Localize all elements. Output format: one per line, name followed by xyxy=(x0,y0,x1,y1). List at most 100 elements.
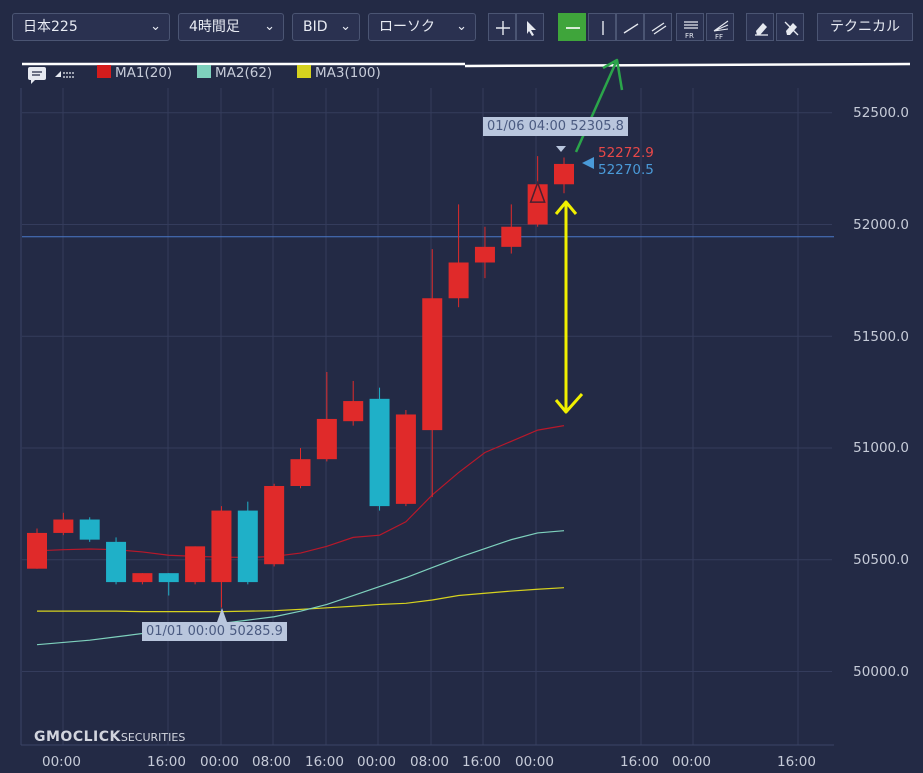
y-tick-label: 52500.0 xyxy=(853,105,909,121)
timeframe-select[interactable]: 4時間足 ⌄ xyxy=(178,13,284,41)
chart-toolbar: 日本225 ⌄ 4時間足 ⌄ BID ⌄ ローソク ⌄ FR FF テクニカル xyxy=(0,0,923,56)
eraser-tool-button[interactable] xyxy=(746,13,774,41)
candle-body xyxy=(527,184,548,225)
ask-price-label: 52272.9 xyxy=(598,145,654,161)
candle-body xyxy=(185,546,206,583)
high-tooltip-pointer xyxy=(556,146,566,152)
x-tick-label: 16:00 xyxy=(620,754,659,770)
candle-body xyxy=(158,573,179,583)
parallel-lines-tool-button[interactable] xyxy=(644,13,672,41)
x-tick-label: 16:00 xyxy=(777,754,816,770)
legend-ma1: MA1(20) xyxy=(97,65,172,81)
price-type-label: BID xyxy=(303,19,328,35)
svg-text:FR: FR xyxy=(685,32,694,40)
crosshair-icon xyxy=(496,21,510,35)
brand-sub: SECURITIES xyxy=(120,731,186,744)
ma3-label: MA3(100) xyxy=(315,65,381,81)
ma1-label: MA1(20) xyxy=(115,65,173,81)
yellow-arrow-head-up xyxy=(554,200,578,215)
trend-line-tool-button[interactable] xyxy=(616,13,644,41)
candle-body xyxy=(501,226,522,247)
green-arrow-line xyxy=(574,59,619,153)
eraser-icon xyxy=(755,23,768,36)
candle-body xyxy=(448,262,469,299)
brand-main: GMOCLICK xyxy=(34,729,121,745)
horizontal-line-tool-button[interactable] xyxy=(558,13,586,41)
crosshair-tool-button[interactable] xyxy=(488,13,516,41)
chevron-down-icon: ⌄ xyxy=(264,19,275,34)
candle-body xyxy=(106,541,127,583)
candle-body xyxy=(27,532,47,569)
trend-line-icon xyxy=(623,23,639,34)
low-price-tooltip: 01/01 00:00 50285.9 xyxy=(142,622,287,641)
price-type-select[interactable]: BID ⌄ xyxy=(292,13,360,41)
symbol-label: 日本225 xyxy=(23,19,78,35)
vertical-line-icon xyxy=(602,21,604,35)
horizontal-line-icon xyxy=(566,27,580,29)
bid-price-label: 52270.5 xyxy=(598,162,654,178)
x-tick-label: 00:00 xyxy=(357,754,396,770)
candle-body xyxy=(79,519,100,540)
candle-body xyxy=(264,485,285,565)
y-tick-label: 50000.0 xyxy=(853,664,909,680)
cursor-icon xyxy=(527,21,536,36)
drawn-white-line xyxy=(464,62,911,68)
chart-type-label: ローソク xyxy=(379,19,435,35)
timeframe-label: 4時間足 xyxy=(189,19,240,35)
ma2-line xyxy=(36,530,565,646)
legend-ma2: MA2(62) xyxy=(197,65,272,81)
x-tick-label: 16:00 xyxy=(147,754,186,770)
x-tick-label: 08:00 xyxy=(410,754,449,770)
symbol-select[interactable]: 日本225 ⌄ xyxy=(12,13,170,41)
candle-body xyxy=(132,573,153,583)
fibonacci-fan-icon: FF xyxy=(713,20,729,41)
fibonacci-retracement-icon: FR xyxy=(684,21,698,40)
clear-all-icon xyxy=(784,21,799,36)
x-tick-label: 16:00 xyxy=(462,754,501,770)
candle-body xyxy=(369,398,390,507)
yellow-arrow-head-down xyxy=(554,393,584,414)
vertical-line-tool-button[interactable] xyxy=(588,13,616,41)
x-tick-label: 00:00 xyxy=(42,754,81,770)
high-price-tooltip: 01/06 04:00 52305.8 xyxy=(483,117,628,136)
chevron-down-icon: ⌄ xyxy=(456,19,467,34)
x-tick-label: 00:00 xyxy=(200,754,239,770)
collapse-legend-icon[interactable] xyxy=(53,65,77,83)
chevron-down-icon: ⌄ xyxy=(150,19,161,34)
legend-ma3: MA3(100) xyxy=(297,65,381,81)
x-tick-label: 00:00 xyxy=(515,754,554,770)
candle-body xyxy=(211,510,232,583)
y-tick-label: 51500.0 xyxy=(853,329,909,345)
chevron-down-icon: ⌄ xyxy=(340,19,351,34)
ma2-swatch xyxy=(197,65,211,78)
alert-triangle-icon xyxy=(529,180,546,203)
candle-body xyxy=(395,414,416,504)
comment-icon[interactable] xyxy=(27,66,49,84)
cursor-tool-button[interactable] xyxy=(516,13,544,41)
y-tick-label: 50500.0 xyxy=(853,552,909,568)
current-price-marker xyxy=(582,157,594,169)
clear-all-tool-button[interactable] xyxy=(776,13,804,41)
fibonacci-retracement-tool-button[interactable]: FR xyxy=(676,13,704,41)
candle-body xyxy=(422,298,443,431)
candle-body xyxy=(474,246,495,263)
candle-body xyxy=(316,418,337,460)
x-tick-label: 16:00 xyxy=(305,754,344,770)
low-tooltip-pointer xyxy=(217,608,227,622)
parallel-lines-icon xyxy=(651,22,667,35)
candle-body xyxy=(53,519,74,533)
technical-button[interactable]: テクニカル xyxy=(817,13,913,41)
y-tick-label: 51000.0 xyxy=(853,440,909,456)
x-tick-label: 00:00 xyxy=(672,754,711,770)
candle-body xyxy=(554,163,574,185)
ma1-swatch xyxy=(97,65,111,78)
fibonacci-fan-tool-button[interactable]: FF xyxy=(706,13,734,41)
x-tick-label: 08:00 xyxy=(252,754,291,770)
candle-body xyxy=(343,401,364,422)
green-arrow-head xyxy=(602,58,624,91)
ma2-label: MA2(62) xyxy=(215,65,273,81)
y-tick-label: 52000.0 xyxy=(853,217,909,233)
chart-type-select[interactable]: ローソク ⌄ xyxy=(368,13,476,41)
candle-body xyxy=(290,459,311,486)
